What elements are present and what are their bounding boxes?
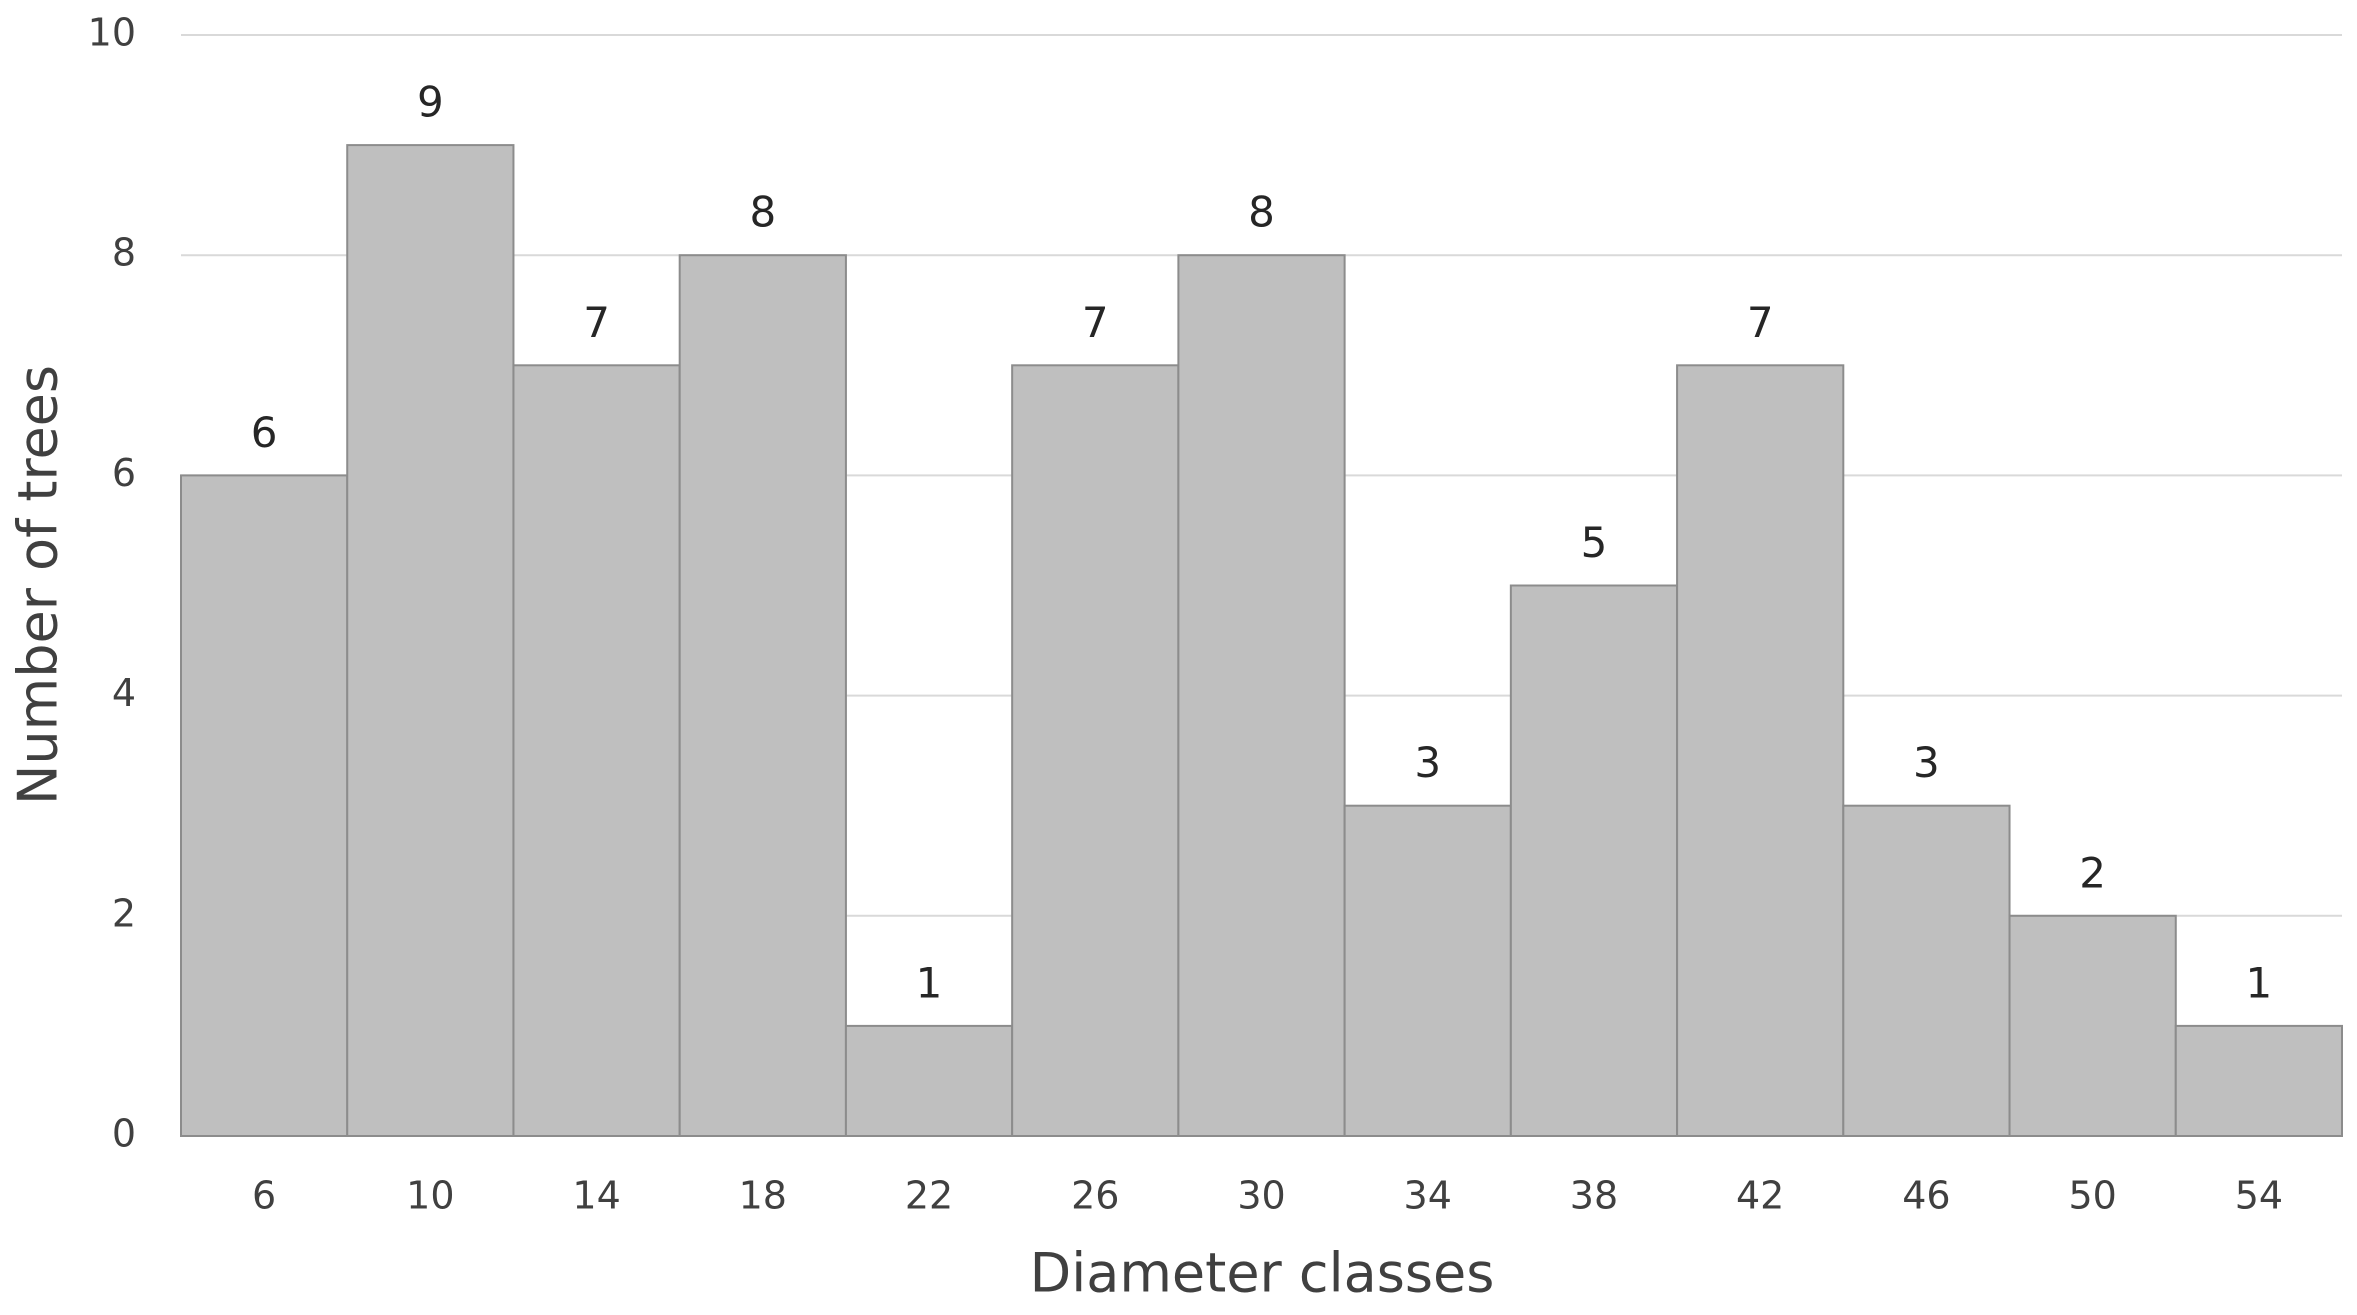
y-tick-label: 10 bbox=[88, 11, 136, 55]
x-tick-label: 26 bbox=[1071, 1174, 1119, 1218]
bar bbox=[2008, 914, 2177, 1137]
data-label: 6 bbox=[251, 408, 278, 457]
bar bbox=[1343, 804, 1512, 1137]
x-tick-label: 10 bbox=[406, 1174, 454, 1218]
bar bbox=[1509, 584, 1679, 1137]
bar bbox=[2174, 1024, 2344, 1138]
bar bbox=[844, 1024, 1014, 1138]
y-axis-title: Number of trees bbox=[7, 365, 70, 805]
bar bbox=[1676, 364, 1845, 1137]
x-tick-label: 50 bbox=[2068, 1174, 2116, 1218]
bar bbox=[1177, 254, 1346, 1137]
data-label: 5 bbox=[1581, 518, 1608, 567]
data-label: 8 bbox=[1248, 188, 1275, 237]
y-tick-label: 8 bbox=[112, 231, 136, 275]
x-tick-label: 14 bbox=[572, 1174, 620, 1218]
x-tick-label: 6 bbox=[252, 1174, 276, 1218]
x-axis-title: Diameter classes bbox=[1030, 1242, 1495, 1305]
data-label: 7 bbox=[583, 298, 610, 347]
x-tick-label: 38 bbox=[1570, 1174, 1618, 1218]
data-label: 9 bbox=[417, 78, 444, 127]
data-label: 8 bbox=[749, 188, 776, 237]
bar bbox=[512, 364, 681, 1137]
y-tick-label: 2 bbox=[112, 891, 136, 935]
x-tick-label: 42 bbox=[1736, 1174, 1784, 1218]
bar bbox=[1842, 804, 2011, 1137]
x-tick-label: 18 bbox=[739, 1174, 787, 1218]
data-label: 7 bbox=[1082, 298, 1109, 347]
bar bbox=[346, 144, 515, 1138]
y-tick-label: 0 bbox=[112, 1112, 136, 1156]
data-label: 3 bbox=[1913, 738, 1940, 787]
x-tick-label: 46 bbox=[1902, 1174, 1950, 1218]
x-tick-label: 54 bbox=[2235, 1174, 2283, 1218]
data-label: 3 bbox=[1414, 738, 1441, 787]
data-label: 1 bbox=[2246, 958, 2273, 1007]
x-tick-label: 34 bbox=[1404, 1174, 1452, 1218]
bar bbox=[180, 474, 349, 1137]
bar bbox=[1011, 364, 1180, 1137]
y-tick-label: 4 bbox=[112, 671, 136, 715]
data-label: 2 bbox=[2079, 848, 2106, 897]
data-label: 1 bbox=[916, 958, 943, 1007]
x-tick-label: 22 bbox=[905, 1174, 953, 1218]
bar bbox=[678, 254, 847, 1137]
x-tick-label: 30 bbox=[1237, 1174, 1285, 1218]
y-tick-label: 6 bbox=[112, 451, 136, 495]
data-label: 7 bbox=[1747, 298, 1774, 347]
